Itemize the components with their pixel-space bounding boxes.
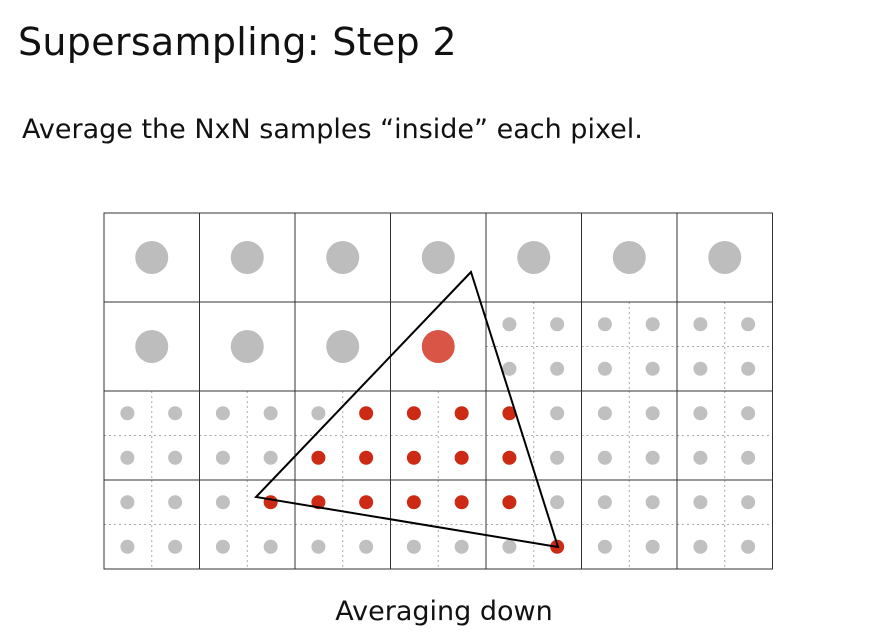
- sample-dot-r3-c4-s2: [502, 539, 517, 554]
- diagram-caption: Averaging down: [335, 596, 553, 627]
- sample-dot-r2-c1-s0: [215, 406, 230, 421]
- sample-dot-r3-c5-s1: [645, 495, 660, 510]
- averaged-pixel-dot-r0-c2: [326, 241, 360, 274]
- sample-dot-r3-c4-s0: [502, 495, 517, 510]
- sample-dot-r2-c5-s3: [645, 450, 660, 465]
- sample-dot-r2-c3-s3: [454, 450, 469, 465]
- sample-dot-r2-c5-s2: [597, 450, 612, 465]
- sample-dot-r2-c5-s1: [645, 406, 660, 421]
- sample-dot-r1-c6-s1: [741, 317, 756, 332]
- sample-dot-r1-c4-s3: [550, 361, 565, 376]
- sample-dot-r2-c2-s2: [311, 450, 326, 465]
- averaged-pixel-dot-r1-c3: [421, 330, 455, 363]
- sample-dot-r3-c6-s1: [741, 495, 756, 510]
- sample-dot-r2-c3-s1: [454, 406, 469, 421]
- slide-title: Supersampling: Step 2: [18, 20, 457, 64]
- averaged-pixel-dot-r1-c1: [230, 330, 264, 363]
- sample-dot-r2-c4-s2: [502, 450, 517, 465]
- sample-dot-r2-c3-s0: [406, 406, 421, 421]
- sample-dot-r3-c1-s0: [215, 495, 230, 510]
- sample-dot-r2-c6-s3: [741, 450, 756, 465]
- slide-subtitle: Average the NxN samples “inside” each pi…: [22, 114, 643, 145]
- sample-dot-r2-c0-s2: [120, 450, 135, 465]
- sample-dot-r3-c6-s2: [693, 539, 708, 554]
- sample-dot-r3-c0-s0: [120, 495, 135, 510]
- sample-dot-r1-c5-s1: [645, 317, 660, 332]
- sample-dot-r3-c5-s0: [597, 495, 612, 510]
- sample-dot-r3-c0-s3: [168, 539, 183, 554]
- sample-dot-r3-c4-s1: [550, 495, 565, 510]
- sample-dot-r1-c6-s0: [693, 317, 708, 332]
- sample-dot-r2-c6-s0: [693, 406, 708, 421]
- sample-dot-r2-c1-s1: [263, 406, 278, 421]
- averaged-pixel-dot-r1-c2: [326, 330, 360, 363]
- pixel-cells: [104, 241, 773, 569]
- sample-dot-r2-c3-s2: [406, 450, 421, 465]
- averaged-pixel-dot-r0-c1: [230, 241, 264, 274]
- sample-dot-r3-c3-s1: [454, 495, 469, 510]
- averaged-pixel-dot-r0-c0: [135, 241, 169, 274]
- averaged-pixel-dot-r0-c4: [517, 241, 551, 274]
- sample-dot-r1-c5-s2: [597, 361, 612, 376]
- averaged-pixel-dot-r0-c6: [708, 241, 742, 274]
- sample-dot-r2-c6-s2: [693, 450, 708, 465]
- sample-dot-r3-c1-s2: [215, 539, 230, 554]
- sample-dot-r1-c5-s3: [645, 361, 660, 376]
- sample-dot-r3-c1-s3: [263, 539, 278, 554]
- triangle-outline: [253, 270, 560, 549]
- sample-dot-r1-c4-s0: [502, 317, 517, 332]
- sample-dot-r3-c3-s3: [454, 539, 469, 554]
- sample-dot-r3-c3-s2: [406, 539, 421, 554]
- sample-dot-r3-c6-s3: [741, 539, 756, 554]
- sample-dot-r2-c0-s3: [168, 450, 183, 465]
- averaged-pixel-dot-r0-c5: [612, 241, 646, 274]
- sample-dot-r3-c3-s0: [406, 495, 421, 510]
- averaged-pixel-dot-r1-c0: [135, 330, 169, 363]
- sample-dot-r2-c1-s2: [215, 450, 230, 465]
- sample-dot-r3-c0-s1: [168, 495, 183, 510]
- sample-dot-r3-c1-s1: [263, 495, 278, 510]
- sample-dot-r1-c6-s3: [741, 361, 756, 376]
- sample-dot-r2-c0-s1: [168, 406, 183, 421]
- sample-dot-r2-c4-s1: [550, 406, 565, 421]
- sample-dot-r3-c6-s0: [693, 495, 708, 510]
- sample-dot-r1-c5-s0: [597, 317, 612, 332]
- sample-dot-r2-c6-s1: [741, 406, 756, 421]
- sample-dot-r2-c2-s3: [359, 450, 374, 465]
- sample-dot-r1-c6-s2: [693, 361, 708, 376]
- sample-dot-r2-c2-s0: [311, 406, 326, 421]
- sample-dot-r3-c0-s2: [120, 539, 135, 554]
- sample-dot-r2-c2-s1: [359, 406, 374, 421]
- sample-dot-r2-c4-s0: [502, 406, 517, 421]
- sample-dot-r2-c1-s3: [263, 450, 278, 465]
- sample-dot-r3-c2-s3: [359, 539, 374, 554]
- sample-dot-r2-c4-s3: [550, 450, 565, 465]
- sample-dot-r3-c5-s2: [597, 539, 612, 554]
- sample-dot-r1-c4-s2: [502, 361, 517, 376]
- sample-dot-r1-c4-s1: [550, 317, 565, 332]
- sample-dot-r2-c0-s0: [120, 406, 135, 421]
- pixel-grid: [103, 212, 773, 570]
- sample-dot-r3-c2-s2: [311, 539, 326, 554]
- averaged-pixel-dot-r0-c3: [421, 241, 455, 274]
- sample-dot-r2-c5-s0: [597, 406, 612, 421]
- sample-dot-r3-c5-s3: [645, 539, 660, 554]
- sample-dot-r3-c2-s1: [359, 495, 374, 510]
